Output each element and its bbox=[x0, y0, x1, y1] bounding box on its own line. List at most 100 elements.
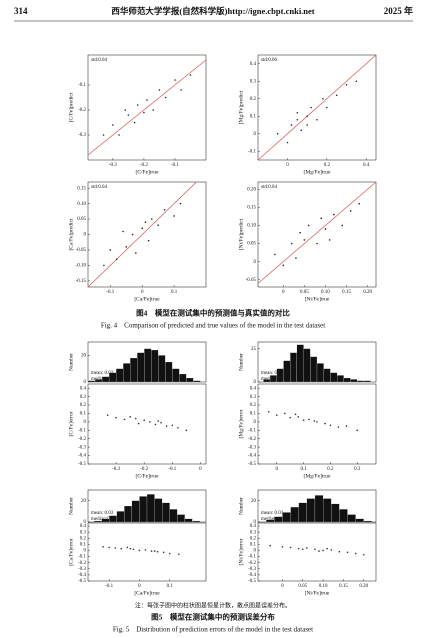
x-tick-label: 0.10 bbox=[321, 290, 330, 295]
page-number: 314 bbox=[14, 6, 28, 16]
point bbox=[297, 547, 300, 550]
point bbox=[122, 230, 124, 233]
x-axis-label: [Ni/Fe]true bbox=[305, 590, 330, 596]
hist-bar bbox=[137, 352, 145, 383]
identity-line bbox=[87, 181, 197, 288]
plot-frame bbox=[87, 522, 207, 582]
x-tick-label: 0.2 bbox=[324, 163, 331, 168]
point bbox=[282, 264, 285, 267]
point bbox=[149, 421, 151, 423]
point bbox=[135, 252, 137, 254]
point bbox=[324, 422, 326, 425]
hist-bar bbox=[314, 495, 324, 523]
point bbox=[133, 121, 136, 124]
hist-bar bbox=[179, 373, 187, 383]
y-tick-label: 0.1 bbox=[250, 543, 257, 548]
point bbox=[114, 547, 117, 549]
point bbox=[163, 208, 166, 211]
point bbox=[306, 547, 308, 549]
hist-bar bbox=[274, 516, 283, 523]
point bbox=[308, 418, 310, 421]
hist-bar bbox=[330, 372, 338, 383]
y-tick-label: 0 bbox=[254, 520, 257, 525]
point bbox=[337, 426, 340, 428]
point bbox=[346, 551, 349, 554]
hist-bar bbox=[186, 377, 194, 383]
hist-bar bbox=[357, 380, 365, 383]
point bbox=[150, 218, 153, 220]
annotation: std:0.04 bbox=[91, 185, 107, 190]
point bbox=[313, 420, 316, 422]
y-tick-label: 0.3 bbox=[250, 79, 257, 84]
x-tick-label: 0 bbox=[138, 584, 141, 589]
caption-cn: 图5 模型在测试集中的预测误差分布 bbox=[151, 612, 275, 622]
point bbox=[295, 257, 297, 259]
point bbox=[129, 547, 132, 550]
hist-bar bbox=[165, 361, 173, 383]
point bbox=[302, 419, 305, 422]
hist-bar bbox=[193, 380, 201, 383]
hist-bar bbox=[347, 514, 356, 523]
y-tick-label: -0.4 bbox=[248, 454, 256, 459]
hist-bar bbox=[116, 511, 125, 523]
point bbox=[316, 118, 318, 121]
y-tick-label: 0.2 bbox=[250, 536, 257, 541]
x-tick-label: -0.2 bbox=[140, 467, 148, 472]
hist-bar bbox=[363, 380, 371, 383]
y-tick-label: 0.4 bbox=[250, 524, 257, 529]
hist-bar bbox=[192, 520, 201, 523]
hist-bar bbox=[298, 502, 307, 523]
y-tick-label: 0 bbox=[84, 520, 87, 525]
point bbox=[345, 83, 348, 86]
hist-bar bbox=[350, 379, 358, 383]
point bbox=[341, 224, 344, 227]
plot-frame bbox=[257, 181, 377, 288]
point bbox=[108, 546, 110, 549]
point bbox=[106, 414, 109, 416]
y-tick-label: -0.1 bbox=[78, 555, 86, 560]
point bbox=[180, 89, 182, 91]
y-axis-label: [Mg/Fe]error bbox=[238, 409, 244, 438]
x-tick-label: 0.20 bbox=[359, 584, 368, 589]
point bbox=[144, 549, 147, 551]
annotation: mean: 0.03 bbox=[261, 511, 284, 516]
point bbox=[131, 233, 134, 236]
y-tick-label: 0.4 bbox=[250, 62, 257, 67]
y-tick-label: 0.05 bbox=[247, 242, 256, 247]
y-tick-label: -0.3 bbox=[248, 567, 256, 572]
x-tick-label: 0 bbox=[282, 290, 285, 295]
identity-line bbox=[257, 54, 377, 161]
point bbox=[274, 253, 276, 256]
x-tick-label: -0.1 bbox=[171, 163, 179, 168]
point bbox=[276, 132, 279, 135]
hist-bar bbox=[108, 372, 117, 383]
hist-bar bbox=[154, 498, 163, 523]
point bbox=[324, 228, 327, 230]
hist-bar bbox=[172, 368, 180, 383]
hist-bar bbox=[169, 509, 178, 523]
y-axis-label: Number bbox=[68, 497, 74, 515]
hist-bar bbox=[283, 360, 291, 383]
x-tick-label: -0.3 bbox=[112, 467, 120, 472]
point bbox=[109, 249, 112, 251]
x-tick-label: 0.20 bbox=[363, 290, 372, 295]
point bbox=[314, 548, 316, 551]
point bbox=[123, 418, 126, 421]
hist-bar bbox=[151, 349, 159, 383]
x-tick-label: 0.05 bbox=[300, 290, 309, 295]
y-tick-label: 0.3 bbox=[80, 395, 87, 400]
y-axis-label: [Ca/Fe]predict bbox=[68, 218, 74, 251]
y-tick-label: 0 bbox=[84, 420, 87, 425]
hist-bar bbox=[296, 344, 304, 383]
hist-bar bbox=[276, 368, 284, 383]
y-tick-label: -0.3 bbox=[78, 567, 86, 572]
point bbox=[269, 544, 272, 547]
point bbox=[138, 549, 141, 552]
annotation: std:0.04 bbox=[91, 58, 107, 63]
point bbox=[134, 417, 137, 420]
point bbox=[322, 549, 324, 552]
point bbox=[152, 109, 155, 111]
y-tick-label: 0.15 bbox=[77, 186, 86, 191]
point bbox=[185, 429, 188, 432]
y-tick-label: 20 bbox=[81, 499, 87, 504]
